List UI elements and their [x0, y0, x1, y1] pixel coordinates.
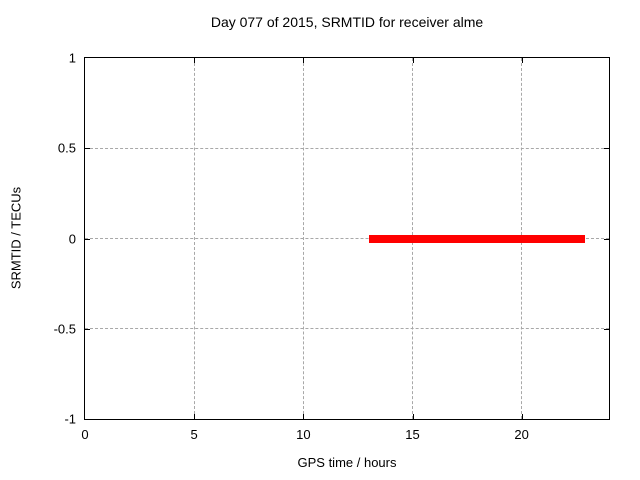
- y-tick-label: 1: [68, 50, 76, 66]
- y-tick-label: 0: [68, 231, 76, 246]
- x-tick-label: 10: [296, 427, 311, 442]
- x-tick-label: 0: [81, 427, 89, 442]
- x-axis-label: GPS time / hours: [297, 455, 397, 470]
- x-tick-bottom: [303, 414, 305, 419]
- x-tick-label: 20: [514, 427, 529, 442]
- y-tick-left: [85, 328, 90, 330]
- y-gridline: [85, 147, 609, 149]
- y-tick-label: -0.5: [53, 321, 76, 337]
- x-tick-top: [412, 58, 414, 63]
- plot-area: 0 5 10 15 20 -1 -0.5 0 0.5 1: [54, 51, 610, 442]
- y-tick-left: [85, 238, 90, 240]
- y-gridline: [85, 238, 609, 239]
- x-tick-top: [194, 58, 196, 63]
- y-tick-left: [85, 148, 90, 150]
- y-tick-right: [604, 148, 609, 150]
- x-tick-bottom: [412, 414, 414, 419]
- x-tick-top: [303, 58, 305, 63]
- y-tick-right: [604, 328, 609, 330]
- series-line-srmtid: [368, 234, 585, 243]
- y-tick-label: -1: [64, 411, 76, 427]
- x-tick-label: 15: [405, 427, 420, 442]
- y-tick-label: 0.5: [57, 140, 76, 156]
- y-tick-right: [604, 238, 609, 240]
- x-tick-bottom: [521, 414, 523, 419]
- x-tick-bottom: [194, 414, 196, 419]
- x-tick-label: 5: [190, 427, 198, 442]
- y-gridline: [85, 328, 609, 330]
- y-axis-label: SRMTID / TECUs: [8, 186, 24, 290]
- chart-title: Day 077 of 2015, SRMTID for receiver alm…: [210, 14, 484, 30]
- x-tick-top: [521, 58, 523, 63]
